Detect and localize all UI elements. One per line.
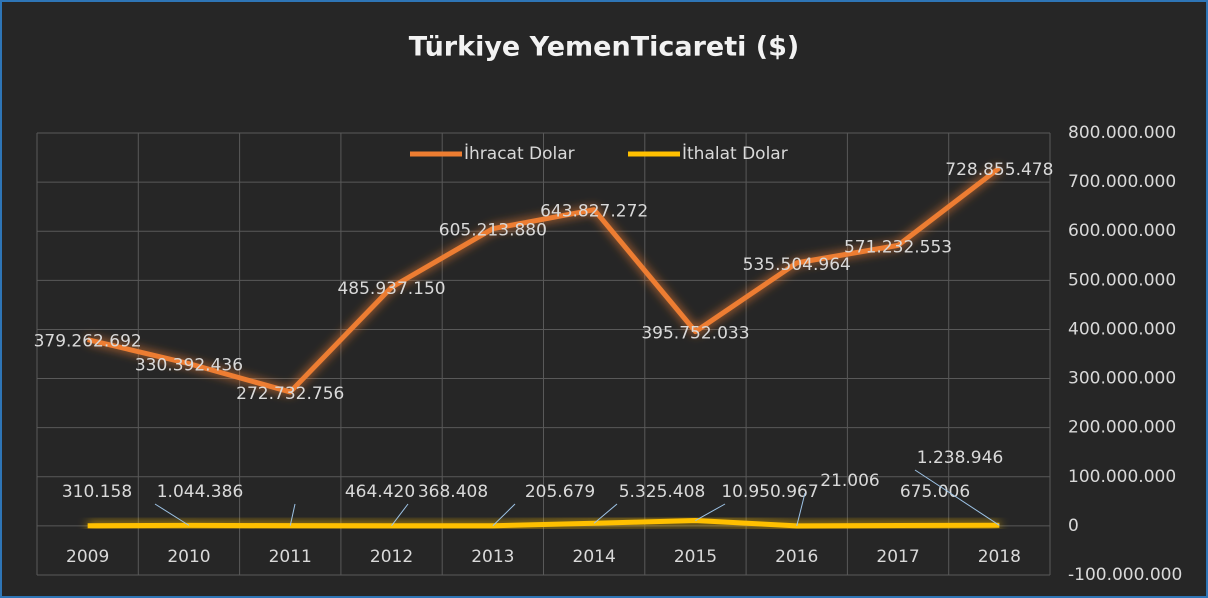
y-tick-label: 500.000.000 (1068, 270, 1176, 290)
x-tick-label: 2009 (66, 547, 109, 567)
data-label: 272.732.756 (236, 384, 344, 404)
data-label: 10.950.967 (721, 482, 818, 502)
data-label: 643.827.272 (540, 202, 648, 222)
x-tick-label: 2011 (269, 547, 312, 567)
x-tick-label: 2016 (775, 547, 818, 567)
leader-line (391, 503, 409, 527)
x-tick-label: 2014 (573, 547, 616, 567)
x-tick-label: 2018 (978, 547, 1021, 567)
y-tick-label: 300.000.000 (1068, 369, 1176, 389)
data-label: 330.392.436 (135, 356, 243, 376)
legend-label: İhracat Dolar (464, 143, 575, 164)
chart-title: Türkiye YemenTicareti ($) (409, 32, 800, 63)
data-label: 1.044.386 (157, 482, 244, 502)
x-tick-label: 2017 (876, 547, 919, 567)
y-tick-label: 0 (1068, 516, 1079, 536)
data-label: 571.232.553 (844, 237, 952, 257)
y-tick-label: 800.000.000 (1068, 123, 1176, 143)
data-label: 21.006 (820, 471, 879, 491)
leader-line (695, 503, 726, 521)
leader-line (289, 503, 296, 526)
data-label: 310.158 (62, 482, 132, 502)
leader-line (154, 503, 190, 526)
data-label: 5.325.408 (619, 482, 706, 502)
x-tick-label: 2010 (167, 547, 210, 567)
y-tick-label: 700.000.000 (1068, 172, 1176, 192)
data-label: 675.006 (900, 482, 970, 502)
data-label: 395.752.033 (641, 324, 749, 344)
leader-line (796, 492, 806, 527)
y-tick-label: 600.000.000 (1068, 221, 1176, 241)
data-label: 368.408 (418, 482, 488, 502)
x-tick-label: 2015 (674, 547, 717, 567)
x-tick-label: 2013 (471, 547, 514, 567)
data-label: 205.679 (525, 482, 595, 502)
y-tick-label: 200.000.000 (1068, 418, 1176, 438)
data-label: 1.238.946 (917, 448, 1004, 468)
leader-line (593, 503, 618, 524)
data-label: 605.213.880 (439, 221, 547, 241)
y-tick-label: 100.000.000 (1068, 467, 1176, 487)
x-tick-label: 2012 (370, 547, 413, 567)
leader-line (492, 503, 516, 527)
data-label: 464.420 (345, 482, 415, 502)
data-label: 485.937.150 (337, 279, 445, 299)
y-tick-label: -100.000.000 (1068, 565, 1182, 585)
y-tick-label: 400.000.000 (1068, 319, 1176, 339)
leader-line (914, 469, 1000, 526)
series-line (87, 165, 1001, 395)
series-line (87, 518, 1000, 529)
data-label: 728.855.478 (945, 160, 1053, 180)
legend-label: İthalat Dolar (682, 143, 788, 164)
data-label: 535.504.964 (743, 255, 851, 275)
data-label: 379.262.692 (34, 332, 142, 352)
